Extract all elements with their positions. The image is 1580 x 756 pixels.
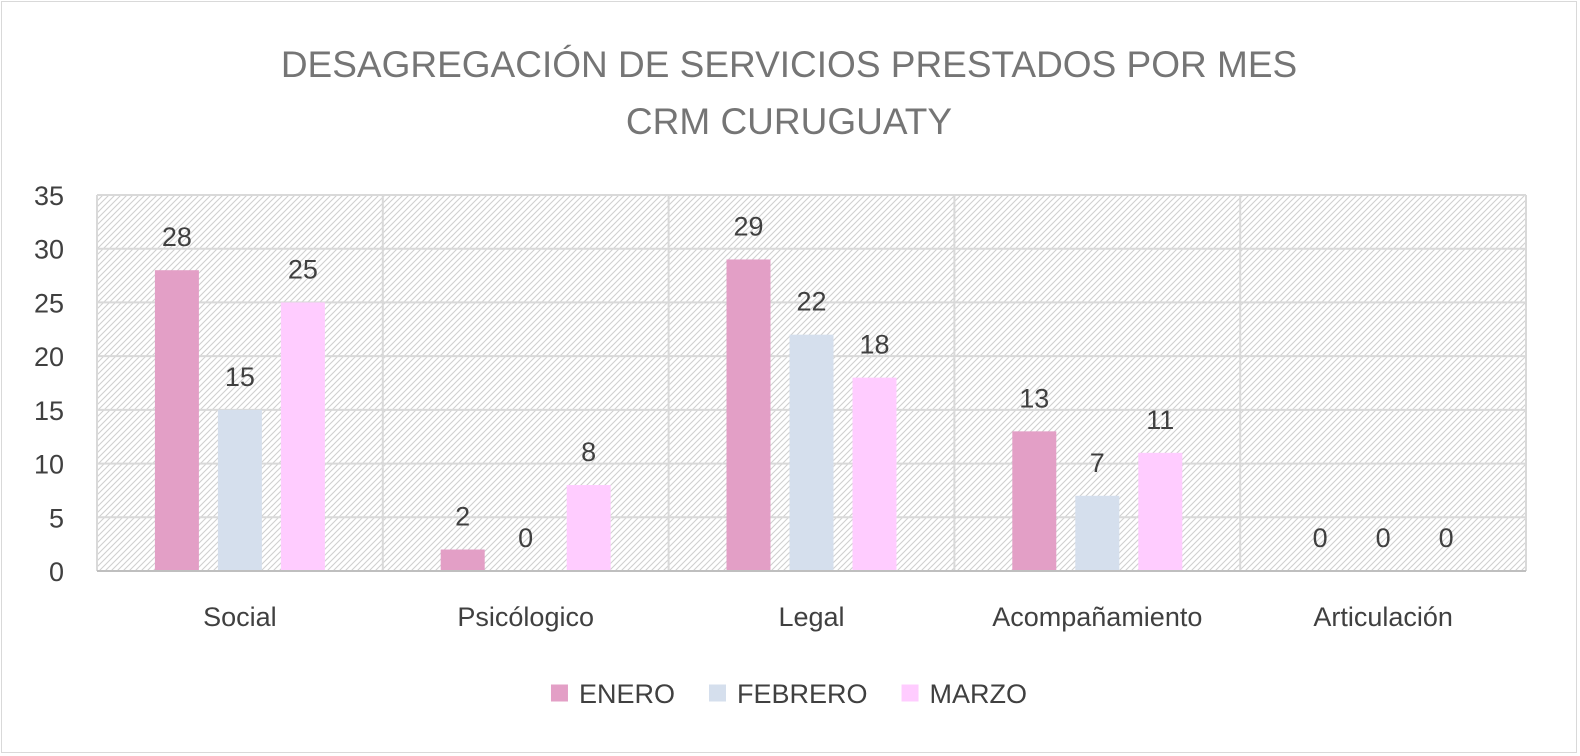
data-label: 28	[162, 222, 192, 252]
chart-title: DESAGREGACIÓN DE SERVICIOS PRESTADOS POR…	[281, 44, 1297, 85]
bar-enero-1	[154, 270, 199, 571]
bar-febrero-1	[217, 409, 262, 571]
legend-label-enero: ENERO	[579, 679, 675, 709]
y-tick-label: 25	[34, 288, 64, 318]
data-label: 7	[1090, 448, 1105, 478]
bar-febrero-4	[1075, 495, 1120, 571]
bars	[154, 259, 1183, 571]
data-label: 11	[1146, 405, 1174, 435]
legend-swatch-febrero	[709, 684, 726, 702]
x-tick-label: Articulación	[1313, 602, 1453, 632]
data-labels: 28 15 25 2 0 8 29 22 18 13 7 11 0 0 0	[162, 211, 1454, 553]
legend-swatch-marzo	[901, 684, 919, 702]
data-label: 18	[859, 330, 889, 360]
data-label: 0	[1313, 523, 1328, 553]
data-label: 8	[581, 437, 596, 467]
bar-febrero-3	[789, 334, 834, 571]
bar-marzo-1	[280, 302, 325, 571]
y-tick-label: 5	[49, 503, 64, 533]
x-axis: Social Psicólogico Legal Acompañamiento Arti…	[97, 570, 1526, 632]
legend-swatch-enero	[550, 684, 568, 702]
bar-enero-2	[440, 549, 485, 571]
y-tick-label: 20	[34, 342, 64, 372]
y-tick-label: 10	[34, 450, 64, 480]
bar-marzo-3	[852, 377, 897, 571]
data-label: 0	[1439, 523, 1454, 553]
x-tick-label: Legal	[778, 602, 844, 632]
x-tick-label: Social	[203, 602, 277, 632]
legend-label-marzo: MARZO	[930, 679, 1028, 709]
data-label: 0	[1376, 523, 1391, 553]
x-tick-label: Psicólogico	[457, 602, 594, 632]
data-label: 25	[288, 254, 318, 284]
data-label: 0	[518, 523, 533, 553]
data-label: 29	[733, 211, 763, 241]
data-label: 2	[455, 502, 470, 532]
bar-enero-3	[726, 259, 771, 571]
data-label: 22	[796, 287, 826, 317]
y-tick-label: 30	[34, 235, 64, 265]
bar-enero-4	[1012, 431, 1057, 571]
y-tick-label: 0	[49, 557, 64, 587]
x-tick-label: Acompañamiento	[992, 602, 1202, 632]
chart-subtitle: CRM CURUGUATY	[626, 101, 952, 142]
data-label: 15	[225, 362, 255, 392]
bar-marzo-4	[1138, 452, 1183, 571]
bar-marzo-2	[566, 485, 611, 571]
legend-label-febrero: FEBRERO	[737, 679, 868, 709]
y-tick-label: 35	[34, 181, 64, 211]
y-axis: 0 5 10 15 20 25 30 35	[34, 181, 64, 587]
data-label: 13	[1019, 383, 1049, 413]
y-tick-label: 15	[34, 396, 64, 426]
legend: ENERO FEBRERO MARZO	[550, 679, 1028, 709]
